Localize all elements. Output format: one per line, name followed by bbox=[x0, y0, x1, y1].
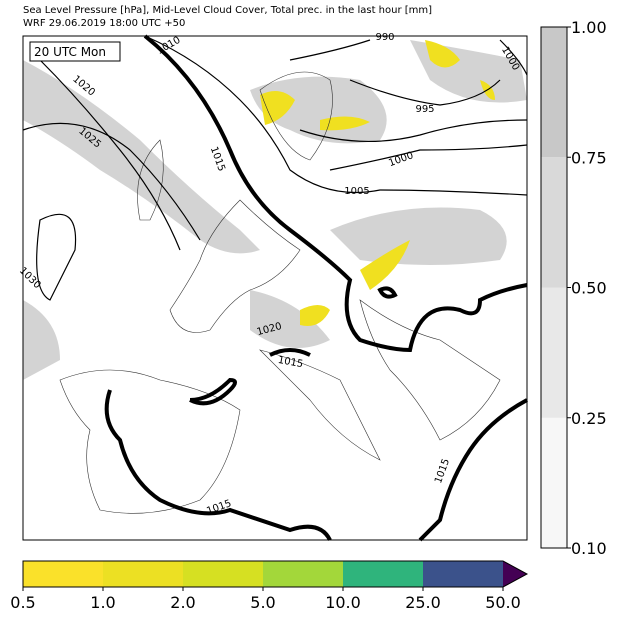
subtitle-line: WRF 29.06.2019 18:00 UTC +50 bbox=[23, 18, 185, 29]
contour-label: 990 bbox=[375, 32, 394, 43]
colorbar-label: 2.0 bbox=[170, 593, 195, 612]
colorbar-segment bbox=[343, 561, 423, 587]
cloud-colorbar: 1.00 0.75 0.50 0.25 0.10 bbox=[540, 18, 607, 558]
colorbar-segment bbox=[23, 561, 103, 587]
colorbar-label: 0.75 bbox=[571, 148, 607, 167]
colorbar-label: 25.0 bbox=[405, 593, 441, 612]
colorbar-label: 1.00 bbox=[571, 18, 607, 37]
colorbar-label: 0.50 bbox=[571, 279, 607, 298]
precip-colorbar: 0.5 1.0 2.0 5.0 10.0 25.0 50.0 bbox=[10, 560, 529, 612]
colorbar-label: 0.10 bbox=[571, 539, 607, 558]
map: 20 UTC Mon bbox=[22, 34, 528, 542]
colorbar-segment bbox=[103, 561, 183, 587]
contour-label: 1005 bbox=[344, 186, 369, 197]
colorbar-segment bbox=[541, 157, 567, 288]
colorbar-segment bbox=[423, 561, 503, 587]
colorbar-label: 0.25 bbox=[571, 409, 607, 428]
colorbar-segment bbox=[183, 561, 263, 587]
colorbar-label: 0.5 bbox=[10, 593, 35, 612]
colorbar-segment bbox=[541, 287, 567, 418]
contour-label: 1015 bbox=[277, 355, 304, 370]
colorbar-label: 1.0 bbox=[90, 593, 115, 612]
colorbar-extend bbox=[503, 561, 527, 587]
title-line: Sea Level Pressure [hPa], Mid-Level Clou… bbox=[23, 5, 432, 16]
time-label: 20 UTC Mon bbox=[34, 45, 106, 59]
colorbar-frame bbox=[22, 560, 529, 588]
contour-label: 995 bbox=[415, 104, 434, 115]
colorbar-label: 10.0 bbox=[325, 593, 361, 612]
colorbar-segment bbox=[263, 561, 343, 587]
colorbar-label: 50.0 bbox=[485, 593, 521, 612]
colorbar-label: 5.0 bbox=[250, 593, 275, 612]
colorbar-segment bbox=[541, 417, 567, 548]
colorbar-segment bbox=[541, 27, 567, 158]
